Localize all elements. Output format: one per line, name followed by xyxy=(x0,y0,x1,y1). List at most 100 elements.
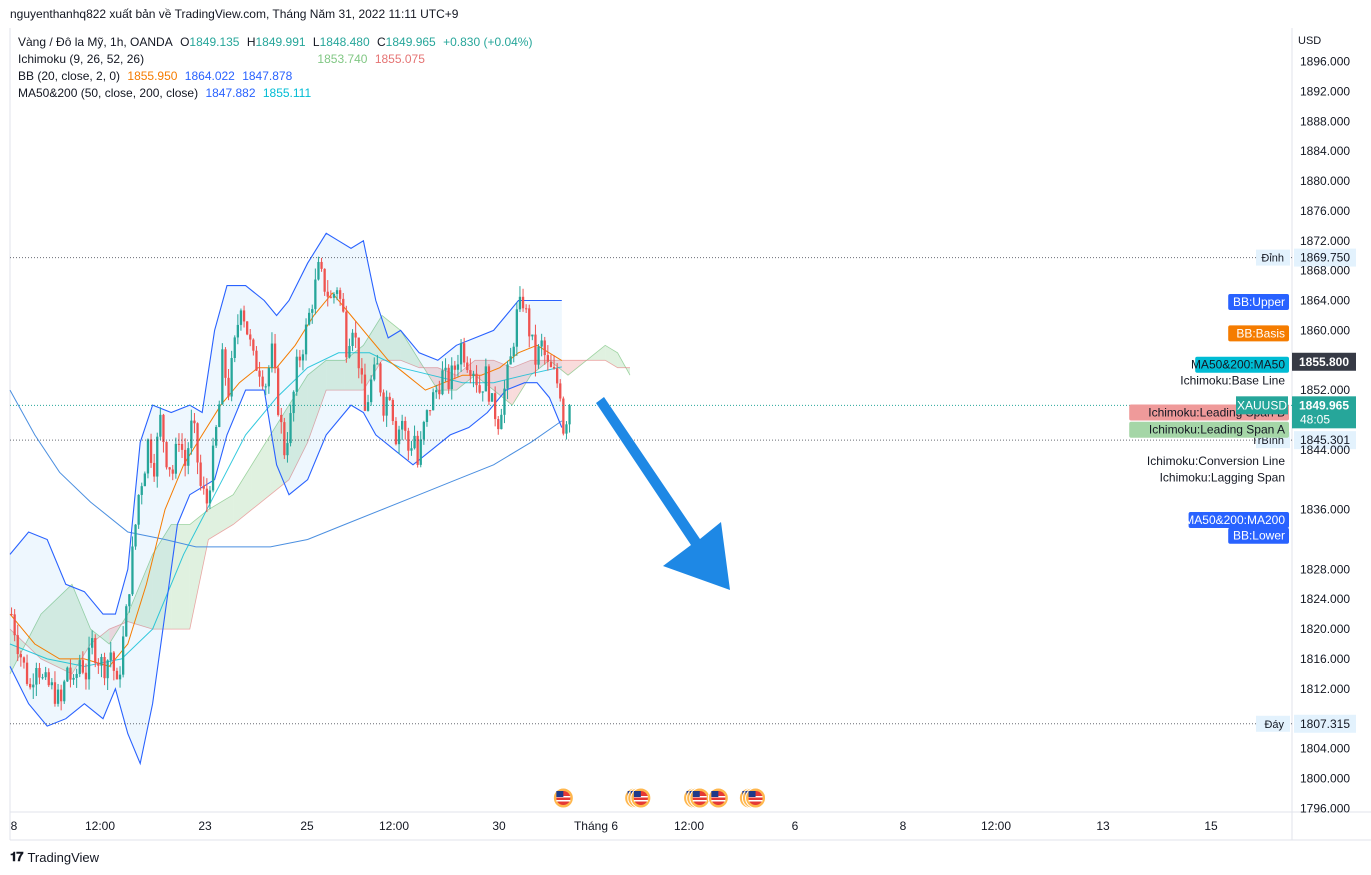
x-tick-label: 8 xyxy=(11,819,18,833)
candle-body xyxy=(382,392,385,416)
candle-body xyxy=(53,682,57,704)
bb-upper-line xyxy=(9,232,562,615)
candle-body xyxy=(422,422,425,440)
candle-body xyxy=(543,340,546,356)
candle-body xyxy=(180,444,184,450)
y-tick-label: 1852.000 xyxy=(1300,383,1350,397)
candle-body xyxy=(568,405,571,425)
candle-body xyxy=(317,261,320,280)
candle-body xyxy=(47,672,50,686)
candle-body xyxy=(153,462,156,477)
candle-body xyxy=(506,364,509,389)
candle-body xyxy=(202,485,205,489)
candle-body xyxy=(481,391,484,393)
candle-body xyxy=(125,606,128,637)
candle-body xyxy=(168,467,171,470)
legend-high: H1849.991 xyxy=(246,35,306,49)
candle-body xyxy=(373,364,376,380)
candle-body xyxy=(134,524,137,547)
indicator-tag-label: Ichimoku:Lagging Span xyxy=(1160,470,1285,484)
ichimoku-cloud-segment xyxy=(10,614,41,674)
candle-body xyxy=(401,420,404,430)
us-flag-canton-icon xyxy=(745,791,753,797)
candle-body xyxy=(459,343,463,365)
candle-body xyxy=(308,312,311,325)
ichimoku-cloud-segment xyxy=(208,494,234,540)
candle-body xyxy=(397,429,401,445)
candle-body xyxy=(304,324,308,355)
us-flag-stripe-icon xyxy=(742,796,757,798)
legend-symbol-label[interactable]: Vàng / Đô la Mỹ, 1h, OANDA xyxy=(18,35,173,49)
us-flag-stripe-icon xyxy=(745,796,760,798)
candle-body xyxy=(376,363,379,365)
legend-bb-v3: 1847.878 xyxy=(242,69,293,83)
legend-ma-label[interactable]: MA50&200 (50, close, 200, close) xyxy=(18,86,199,100)
candle-body xyxy=(475,373,478,386)
us-flag-canton-icon xyxy=(692,791,700,797)
candle-body xyxy=(503,388,506,415)
hline-high-label-bg xyxy=(1256,249,1290,266)
candle-body xyxy=(463,343,466,363)
candle-body xyxy=(211,445,215,491)
us-flag-stripes-icon xyxy=(692,791,707,805)
us-flag-stripe-icon xyxy=(742,800,757,802)
hline-mid-value-bg xyxy=(1294,431,1356,450)
tradingview-brand: TradingView xyxy=(27,849,100,865)
legend-bb-v2: 1864.022 xyxy=(184,69,235,83)
candle-body xyxy=(230,357,233,397)
y-tick-label: 1876.000 xyxy=(1300,204,1350,218)
candle-body xyxy=(165,442,168,468)
us-flag-stripe-icon xyxy=(556,796,571,798)
legend-ichimoku-label[interactable]: Ichimoku (9, 26, 52, 26) xyxy=(18,52,145,66)
ichimoku-leading-span-a-line xyxy=(9,314,631,675)
candle-body xyxy=(332,293,336,298)
hline-low-value-bg xyxy=(1294,714,1356,733)
us-flag-stripes-icon xyxy=(633,791,648,805)
candle-body xyxy=(128,594,131,607)
legend-bb-row: BB (20, close, 2, 0) 1855.950 1864.022 1… xyxy=(18,69,296,83)
indicator-tag-label: MA50&200:MA50 xyxy=(1191,358,1285,372)
candle-body xyxy=(487,366,491,402)
candle-body xyxy=(103,656,106,679)
us-flag-canton-icon xyxy=(633,791,641,797)
legend-bb-label[interactable]: BB (20, close, 2, 0) xyxy=(18,69,121,83)
us-flag-stripe-icon xyxy=(556,800,571,802)
y-tick-label: 1896.000 xyxy=(1300,55,1350,69)
indicator-tag-bg xyxy=(1129,421,1289,438)
candle-body xyxy=(146,439,150,474)
economic-event-us-flag-icon xyxy=(707,787,729,809)
axis-price-tag: 1855.800 xyxy=(1299,355,1349,369)
candle-body xyxy=(236,324,239,338)
candle-body xyxy=(84,672,88,680)
candle-body xyxy=(38,667,41,678)
candle-body xyxy=(301,354,305,361)
bb-band-fill xyxy=(10,233,562,764)
candle-body xyxy=(366,402,370,411)
candle-body xyxy=(273,343,277,369)
candle-body xyxy=(112,652,115,671)
tradingview-footer[interactable]: 𝟏𝟕 TradingView xyxy=(10,849,99,865)
candle-body xyxy=(72,677,75,680)
currency-label: USD xyxy=(1298,35,1321,47)
x-tick-label: Tháng 6 xyxy=(574,819,618,833)
us-flag-stripes-icon xyxy=(745,791,760,805)
candle-body xyxy=(311,309,314,313)
us-flag-canton-icon xyxy=(689,791,697,797)
hline-high-value: 1869.750 xyxy=(1300,251,1350,265)
candle-body xyxy=(339,290,342,299)
indicator-tag-bg xyxy=(1129,404,1289,421)
candle-body xyxy=(56,689,60,704)
candle-body xyxy=(91,638,94,648)
candle-body xyxy=(69,667,72,680)
candle-body xyxy=(97,662,100,666)
candle-body xyxy=(261,376,264,387)
us-flag-stripe-icon xyxy=(633,800,648,802)
us-flag-stripe-icon xyxy=(689,800,704,802)
y-tick-label: 1868.000 xyxy=(1300,264,1350,278)
us-flag-stripes-icon xyxy=(689,791,704,805)
candle-body xyxy=(255,350,258,371)
candle-body xyxy=(497,419,500,430)
ichimoku-cloud-segment xyxy=(363,315,382,391)
ichimoku-cloud-segment xyxy=(189,509,209,630)
